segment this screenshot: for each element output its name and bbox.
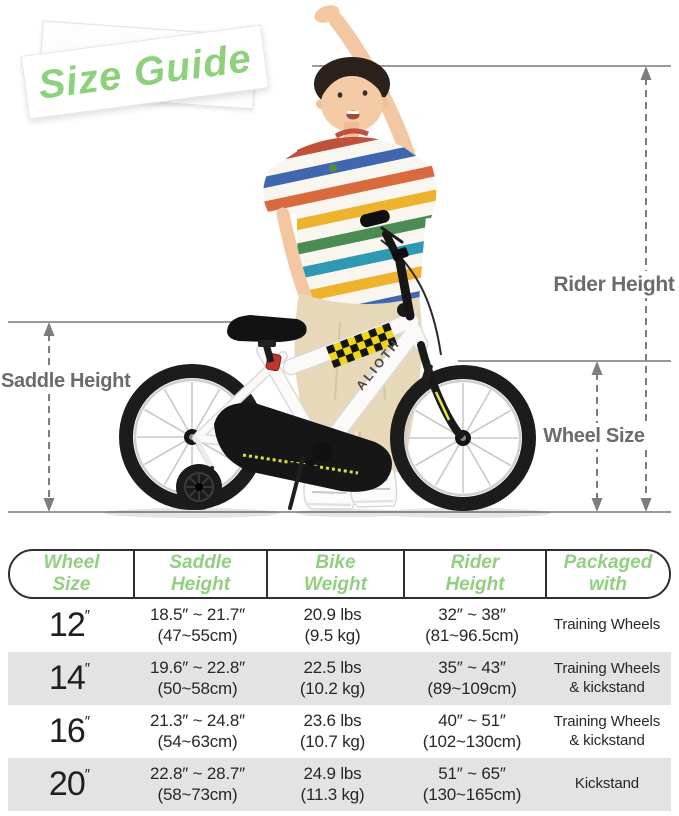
handlebar: [360, 209, 415, 321]
crank-pedal: [285, 442, 332, 478]
table-header: Wheel Size Saddle Height Bike Weight Rid…: [8, 549, 671, 599]
cell-bike-weight: 23.6 lbs (10.7 kg): [299, 710, 366, 751]
table-row-14: 14 ″ 19.6″ ~ 22.8″ (50~58cm) 22.5 lbs (10…: [8, 652, 671, 705]
header-cell-saddle-height: Saddle Height: [133, 551, 266, 597]
cell-rider-height: 40″ ~ 51″ (102~130cm): [422, 710, 522, 751]
table-row-16: 16 ″ 21.3″ ~ 24.8″ (54~63cm) 23.6 lbs (10…: [8, 705, 671, 758]
table-row-20: 20 ″ 22.8″ ~ 28.7″ (58~73cm) 24.9 lbs (11…: [8, 758, 671, 811]
rider-height-label: Rider Height: [551, 271, 677, 299]
cell-packaged-with: Kickstand: [574, 775, 640, 793]
cell-saddle-height: 18.5″ ~ 21.7″ (47~55cm): [150, 604, 245, 645]
cell-wheel-size: 12 ″: [48, 605, 91, 644]
header-cell-wheel-size: Wheel Size: [43, 552, 100, 595]
cell-wheel-size: 14 ″: [48, 658, 91, 697]
table-row-12: 12 ″ 18.5″ ~ 21.7″ (47~55cm) 20.9 lbs (9.…: [8, 599, 671, 652]
saddle-height-label: Saddle Height: [1, 368, 131, 394]
kickstand: [288, 456, 305, 510]
cell-bike-weight: 20.9 lbs (9.5 kg): [303, 604, 362, 645]
bike-illustration: ALIOTH: [119, 209, 536, 511]
header-cell-packaged-with: Packaged with: [545, 551, 669, 597]
cell-packaged-with: Training Wheels & kickstand: [553, 713, 661, 749]
cell-bike-weight: 24.9 lbs (11.3 kg): [300, 763, 365, 804]
saddle-height-arrow: [43, 322, 55, 512]
header-cell-bike-weight: Bike Weight: [266, 551, 403, 597]
cell-packaged-with: Training Wheels: [553, 616, 661, 634]
chain-guard: [214, 402, 392, 492]
cell-saddle-height: 22.8″ ~ 28.7″ (58~73cm): [150, 763, 245, 804]
header-cell-rider-height: Rider Height: [403, 551, 545, 597]
front-fork: [417, 341, 464, 439]
cell-wheel-size: 16 ″: [48, 711, 91, 750]
cell-saddle-height: 21.3″ ~ 24.8″ (54~63cm): [150, 710, 245, 751]
cell-wheel-size: 20 ″: [48, 764, 91, 803]
checker-decal: [326, 322, 398, 369]
cell-rider-height: 32″ ~ 38″ (81~96.5cm): [425, 604, 519, 645]
cell-bike-weight: 22.5 lbs (10.2 kg): [299, 657, 366, 698]
ground-shadows: [104, 508, 551, 518]
cell-rider-height: 35″ ~ 43″ (89~109cm): [427, 657, 517, 698]
photo-scene: ALIOTH: [8, 5, 671, 518]
wheel-size-label: Wheel Size: [538, 423, 650, 449]
cell-saddle-height: 19.6″ ~ 22.8″ (50~58cm): [150, 657, 245, 698]
training-wheel: [176, 435, 222, 510]
saddle: [227, 315, 307, 363]
cell-packaged-with: Training Wheels & kickstand: [553, 660, 661, 696]
cell-rider-height: 51″ ~ 65″ (130~165cm): [422, 763, 522, 804]
front-wheel: [390, 365, 536, 511]
table-body: 12 ″ 18.5″ ~ 21.7″ (47~55cm) 20.9 lbs (9.…: [8, 599, 671, 811]
